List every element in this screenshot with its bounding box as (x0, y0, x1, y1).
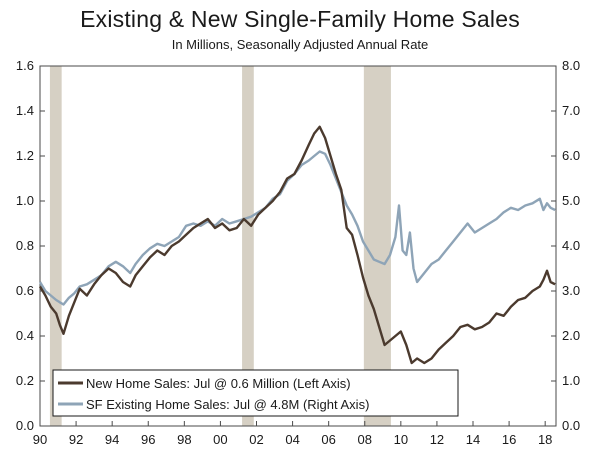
x-axis-tick-label: 08 (358, 432, 372, 447)
left-axis-tick-label: 1.6 (16, 58, 34, 73)
right-axis-tick-label: 0.0 (562, 418, 580, 433)
left-axis-tick-label: 1.4 (16, 103, 34, 118)
left-axis-tick-label: 0.8 (16, 238, 34, 253)
right-axis-tick-label: 7.0 (562, 103, 580, 118)
right-axis-tick-label: 6.0 (562, 148, 580, 163)
chart-title: Existing & New Single-Family Home Sales (80, 6, 520, 32)
left-axis-tick-label: 0.0 (16, 418, 34, 433)
left-axis-tick-label: 0.2 (16, 373, 34, 388)
x-axis-tick-label: 14 (466, 432, 480, 447)
legend-box (52, 369, 459, 417)
right-axis-tick-label: 4.0 (562, 238, 580, 253)
legend-label: SF Existing Home Sales: Jul @ 4.8M (Righ… (86, 397, 369, 412)
recession-band-1 (242, 66, 254, 426)
left-axis-tick-label: 0.6 (16, 283, 34, 298)
x-axis-tick-label: 06 (321, 432, 335, 447)
right-axis-tick-label: 5.0 (562, 193, 580, 208)
right-axis-tick-label: 3.0 (562, 283, 580, 298)
x-axis-tick-label: 94 (105, 432, 119, 447)
recession-band-0 (49, 66, 62, 426)
x-axis-tick-label: 98 (177, 432, 191, 447)
x-axis-tick-label: 12 (430, 432, 444, 447)
x-axis-tick-label: 02 (249, 432, 263, 447)
x-axis-tick-label: 04 (285, 432, 299, 447)
left-axis-tick-label: 0.4 (16, 328, 34, 343)
series-line-existing-home-sales (38, 150, 556, 306)
x-axis-tick-label: 92 (69, 432, 83, 447)
x-axis-tick-label: 00 (213, 432, 227, 447)
left-axis-tick-label: 1.2 (16, 148, 34, 163)
x-axis-tick-label: 16 (502, 432, 516, 447)
x-axis-tick-label: 10 (394, 432, 408, 447)
right-axis-tick-label: 1.0 (562, 373, 580, 388)
recession-band-2 (363, 66, 391, 426)
series-line-new-home-sales (38, 125, 556, 365)
x-axis-tick-label: 90 (33, 432, 47, 447)
right-axis-tick-label: 2.0 (562, 328, 580, 343)
chart-subtitle: In Millions, Seasonally Adjusted Annual … (171, 37, 429, 52)
right-axis-tick-label: 8.0 (562, 58, 580, 73)
x-axis-tick-label: 96 (141, 432, 155, 447)
legend-label: New Home Sales: Jul @ 0.6 Million (Left … (86, 376, 351, 391)
x-axis-tick-label: 18 (538, 432, 552, 447)
left-axis-tick-label: 1.0 (16, 193, 34, 208)
